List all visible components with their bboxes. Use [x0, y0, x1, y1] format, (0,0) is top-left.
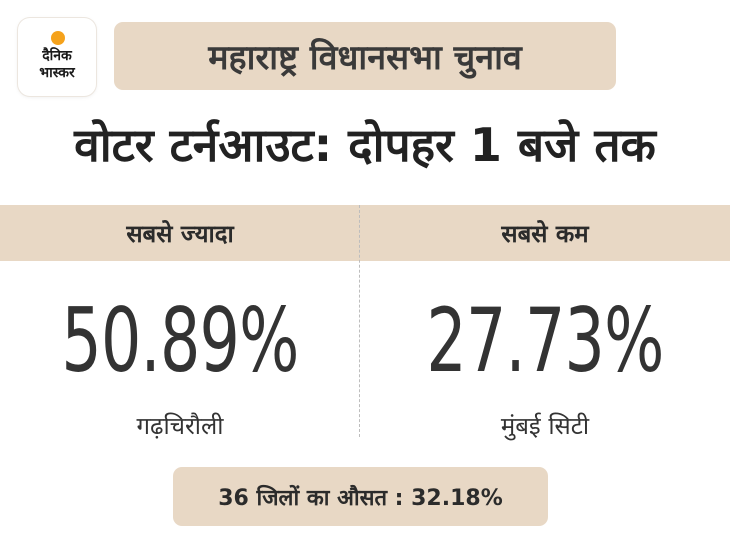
logo-text-line1: दैनिक [42, 48, 72, 64]
highest-value: 50.89% [61, 288, 299, 392]
logo-text-line2: भास्कर [39, 65, 75, 81]
average-tag: 36 जिलों का औसत : 32.18% [173, 467, 548, 526]
column-header-band [0, 205, 730, 261]
highest-label: सबसे ज्यादा [126, 219, 234, 248]
sun-dot-icon [51, 31, 65, 45]
highest-district: गढ़चिरौली [136, 411, 224, 440]
dainik-bhaskar-logo: दैनिक भास्कर [18, 18, 96, 96]
column-divider [359, 205, 361, 437]
headline: वोटर टर्नआउट: दोपहर 1 बजे तक [74, 118, 656, 172]
lowest-value: 27.73% [426, 288, 664, 392]
lowest-district: मुंबई सिटी [500, 411, 590, 440]
section-tag: महाराष्ट्र विधानसभा चुनाव [114, 22, 616, 90]
lowest-label: सबसे कम [501, 219, 589, 248]
